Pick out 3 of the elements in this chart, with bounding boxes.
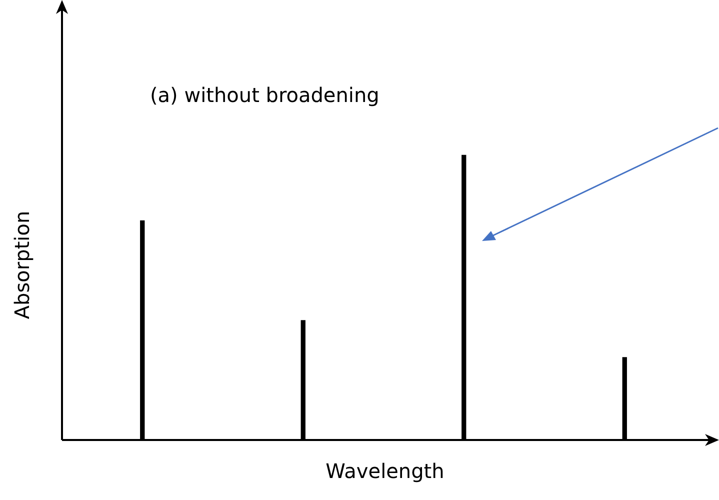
x-axis-title: Wavelength [326, 459, 444, 484]
chart-title: (a) without broadening [150, 83, 380, 108]
y-axis-title: Absorption [10, 210, 34, 320]
